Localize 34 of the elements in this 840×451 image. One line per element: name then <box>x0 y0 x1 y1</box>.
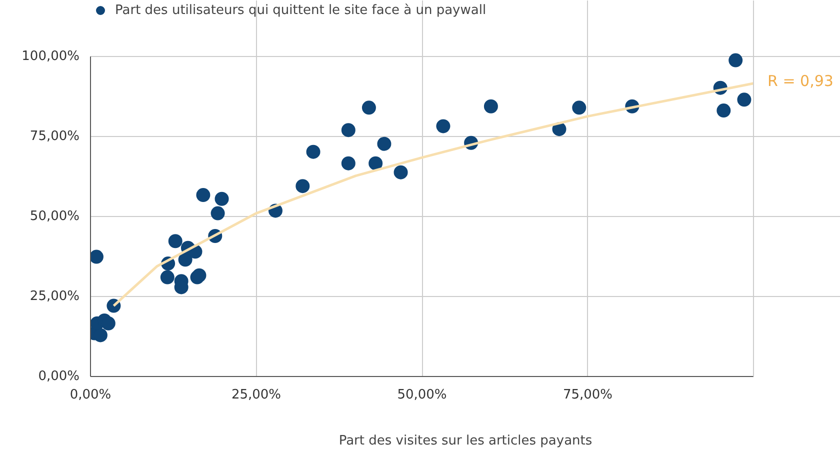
point <box>90 250 104 264</box>
y-tick-label: 75,00% <box>30 128 80 144</box>
point <box>572 100 586 115</box>
point <box>160 270 174 284</box>
x-tick-label: 75,00% <box>562 388 613 402</box>
legend-label: Part des utilisateurs qui quittent le site face à un paywall <box>115 2 486 18</box>
point <box>362 100 376 115</box>
point <box>728 53 743 68</box>
y-tick-label: 0,00% <box>38 369 80 384</box>
annotation: R = 0,93 <box>768 72 834 90</box>
x-tick-label: 25,00% <box>231 388 282 402</box>
point <box>341 123 356 138</box>
point <box>101 316 116 330</box>
x-tick-label: 0,00% <box>70 388 112 402</box>
point <box>214 192 229 206</box>
x-tick-label: 50,00% <box>397 388 447 402</box>
point <box>368 156 383 170</box>
point <box>168 234 182 248</box>
point <box>306 144 320 159</box>
x-axis-title: Part des visites sur les articles payants <box>338 434 592 448</box>
point <box>196 188 210 202</box>
point <box>716 104 731 118</box>
point <box>377 136 392 151</box>
y-tick-label: 100,00% <box>22 48 80 64</box>
y-tick-label: 25,00% <box>30 288 80 304</box>
point <box>436 119 450 134</box>
y-tick-label: 50,00% <box>30 208 80 224</box>
point <box>394 165 408 180</box>
point <box>178 252 192 267</box>
point <box>296 179 310 194</box>
point <box>210 206 225 220</box>
point <box>737 92 752 107</box>
point <box>484 99 498 114</box>
point <box>341 156 356 170</box>
